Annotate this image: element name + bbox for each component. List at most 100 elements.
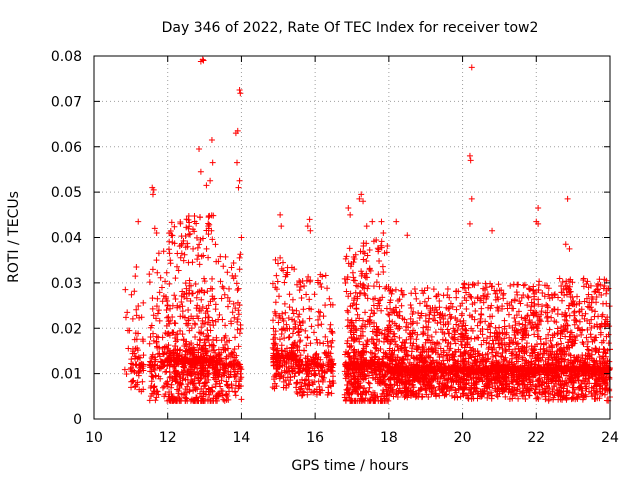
data-point — [291, 266, 298, 273]
data-point — [279, 315, 286, 322]
data-point — [301, 347, 308, 354]
data-point — [194, 244, 201, 251]
data-point — [588, 307, 595, 314]
data-point — [205, 332, 212, 339]
data-point — [232, 272, 239, 279]
data-point — [322, 272, 329, 279]
data-point — [217, 253, 224, 260]
data-point — [232, 388, 239, 395]
data-point — [146, 271, 153, 278]
data-point — [559, 297, 566, 304]
data-point — [217, 391, 224, 398]
data-point — [430, 286, 437, 293]
data-point — [413, 295, 420, 302]
data-point — [364, 337, 371, 344]
data-point — [320, 362, 327, 369]
data-point — [269, 344, 276, 351]
data-point — [505, 311, 512, 318]
data-point — [212, 349, 219, 356]
data-point — [135, 303, 142, 310]
data-point — [188, 325, 195, 332]
data-point — [453, 321, 460, 328]
data-point — [173, 373, 180, 380]
data-point — [187, 230, 194, 237]
data-point — [188, 282, 195, 289]
data-point — [271, 353, 278, 360]
data-point — [180, 257, 187, 264]
data-point — [218, 295, 225, 302]
data-point — [174, 379, 181, 386]
data-point — [174, 250, 181, 257]
data-point — [225, 373, 232, 380]
data-point — [273, 272, 280, 279]
data-point — [148, 378, 155, 385]
data-point — [204, 288, 211, 295]
data-point — [367, 349, 374, 356]
data-point — [273, 286, 280, 293]
data-point — [131, 336, 138, 343]
data-point — [166, 280, 173, 287]
data-point — [329, 330, 336, 337]
data-point — [194, 302, 201, 309]
data-point — [294, 281, 301, 288]
data-point — [197, 236, 204, 243]
data-point — [220, 263, 227, 270]
data-point — [273, 347, 280, 354]
data-point — [294, 362, 301, 369]
data-point — [270, 317, 277, 324]
data-point — [160, 248, 167, 255]
data-point — [128, 364, 135, 371]
data-point — [228, 381, 235, 388]
data-point — [308, 323, 315, 330]
data-point — [422, 318, 429, 325]
data-point — [315, 322, 322, 329]
data-point — [189, 364, 196, 371]
data-point — [186, 287, 193, 294]
data-point — [325, 384, 332, 391]
data-point — [196, 261, 203, 268]
data-point — [123, 370, 130, 377]
data-point — [219, 316, 226, 323]
data-point — [200, 344, 207, 351]
data-point — [201, 275, 208, 282]
data-point — [135, 354, 142, 361]
data-point — [216, 311, 223, 318]
data-point — [234, 326, 241, 333]
chart-title: Day 346 of 2022, Rate Of TEC Index for r… — [162, 20, 539, 36]
data-point — [177, 380, 184, 387]
data-point — [232, 334, 239, 341]
data-point — [218, 387, 225, 394]
data-point — [296, 386, 303, 393]
data-point — [212, 374, 219, 381]
data-point — [227, 369, 234, 376]
data-point — [317, 309, 324, 316]
data-point — [154, 310, 161, 317]
data-point — [488, 395, 495, 402]
data-point — [212, 241, 219, 248]
data-point — [358, 268, 365, 275]
data-point — [186, 327, 193, 334]
data-point — [226, 298, 233, 305]
data-point — [178, 299, 185, 306]
data-point — [556, 275, 563, 282]
data-point — [463, 305, 470, 312]
data-point — [225, 384, 232, 391]
data-point — [196, 336, 203, 343]
data-point — [238, 396, 245, 403]
data-point — [296, 287, 303, 294]
data-point — [206, 391, 213, 398]
data-point — [362, 309, 369, 316]
data-point — [459, 310, 466, 317]
data-point — [205, 254, 212, 261]
data-point — [303, 291, 310, 298]
data-point — [186, 370, 193, 377]
data-point — [440, 292, 447, 299]
data-point — [220, 364, 227, 371]
data-point — [164, 378, 171, 385]
data-point — [510, 305, 517, 312]
data-point — [158, 284, 165, 291]
data-point — [154, 295, 161, 302]
data-point — [162, 278, 169, 285]
data-point — [352, 326, 359, 333]
data-point — [592, 308, 599, 315]
